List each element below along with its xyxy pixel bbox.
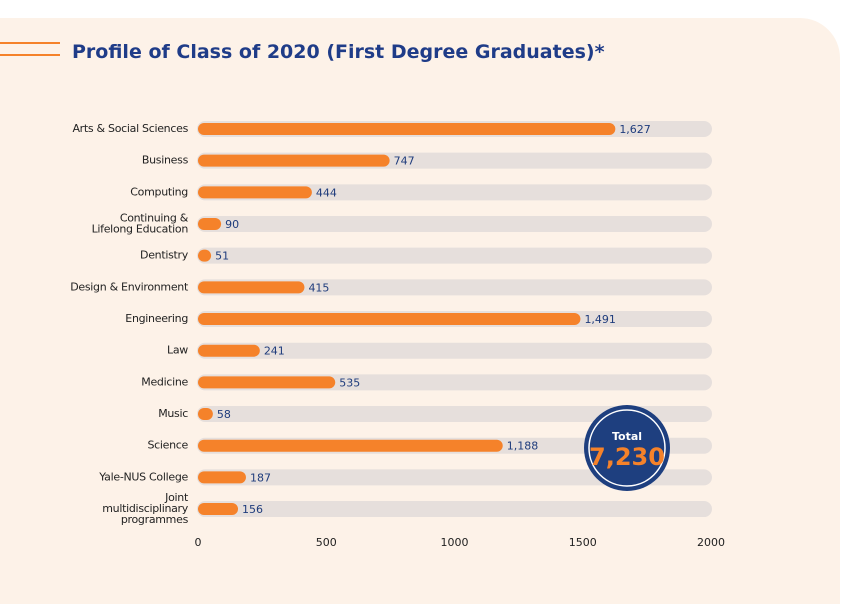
bar (198, 376, 336, 389)
value-label: 747 (394, 155, 415, 168)
value-label: 241 (264, 345, 285, 358)
bar (198, 503, 239, 516)
total-label: Total (612, 430, 642, 443)
value-label: 535 (339, 376, 360, 389)
value-label: 1,491 (584, 313, 616, 326)
bar (198, 123, 616, 135)
x-tick-label: 1500 (569, 536, 597, 549)
x-tick-label: 1000 (441, 536, 469, 549)
track (197, 279, 712, 296)
value-label: 90 (225, 218, 239, 231)
track (197, 342, 712, 359)
category-label: Business (142, 154, 189, 167)
track (197, 247, 712, 264)
chart-title: Profile of Class of 2020 (First Degree G… (72, 41, 605, 63)
category-label: Arts & Social Sciences (72, 122, 188, 135)
x-tick-label: 500 (316, 536, 337, 549)
track (197, 469, 712, 486)
total-value: 7,230 (589, 443, 665, 471)
bar (198, 281, 305, 294)
category-label: Joint multidisciplinary programmes (102, 491, 189, 526)
category-label: Yale-NUS College (98, 470, 188, 483)
category-label: Law (167, 344, 188, 357)
x-tick-label: 0 (195, 536, 202, 549)
total-ring (588, 409, 666, 487)
bar (198, 439, 503, 452)
x-tick-label: 2000 (697, 536, 725, 549)
value-label: 156 (242, 503, 263, 516)
bar (198, 186, 312, 199)
bar (198, 408, 213, 421)
bar (198, 344, 260, 357)
bar (198, 154, 390, 167)
track (197, 501, 712, 518)
category-label: Science (147, 439, 188, 452)
track (197, 406, 712, 423)
value-label: 1,627 (619, 123, 651, 136)
track (197, 184, 712, 201)
category-label: Music (158, 407, 188, 420)
bar (198, 249, 212, 262)
value-label: 415 (308, 281, 329, 294)
track (197, 216, 712, 233)
category-label: Computing (130, 185, 188, 198)
bar (198, 313, 581, 326)
category-label: Continuing & Lifelong Education (92, 212, 189, 236)
bar (198, 471, 246, 484)
total-badge (584, 405, 670, 491)
category-label: Dentistry (140, 249, 189, 262)
value-label: 444 (316, 186, 337, 199)
value-label: 58 (217, 408, 231, 421)
value-label: 51 (215, 250, 229, 263)
category-label: Design & Environment (70, 280, 189, 293)
value-label: 1,188 (507, 440, 539, 453)
category-label: Medicine (141, 375, 188, 388)
value-label: 187 (250, 471, 271, 484)
category-label: Engineering (125, 312, 188, 325)
bar (198, 218, 222, 231)
